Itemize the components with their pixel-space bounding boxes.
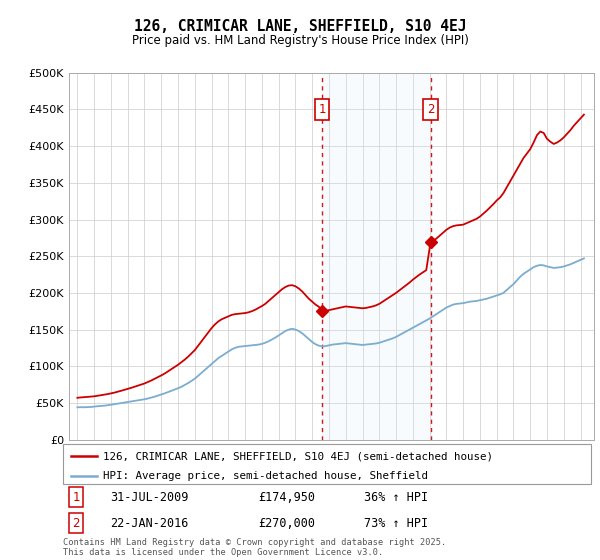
Text: 126, CRIMICAR LANE, SHEFFIELD, S10 4EJ (semi-detached house): 126, CRIMICAR LANE, SHEFFIELD, S10 4EJ (… [103,451,493,461]
Text: 1: 1 [318,103,326,116]
Text: 31-JUL-2009: 31-JUL-2009 [110,491,189,504]
Text: Price paid vs. HM Land Registry's House Price Index (HPI): Price paid vs. HM Land Registry's House … [131,34,469,47]
FancyBboxPatch shape [63,444,591,484]
Text: 36% ↑ HPI: 36% ↑ HPI [364,491,428,504]
Text: 1: 1 [73,491,80,504]
Text: HPI: Average price, semi-detached house, Sheffield: HPI: Average price, semi-detached house,… [103,470,428,480]
Text: Contains HM Land Registry data © Crown copyright and database right 2025.
This d: Contains HM Land Registry data © Crown c… [63,538,446,557]
Text: 73% ↑ HPI: 73% ↑ HPI [364,516,428,530]
Text: 22-JAN-2016: 22-JAN-2016 [110,516,189,530]
Text: 126, CRIMICAR LANE, SHEFFIELD, S10 4EJ: 126, CRIMICAR LANE, SHEFFIELD, S10 4EJ [134,19,466,34]
Text: 2: 2 [73,516,80,530]
Text: £270,000: £270,000 [259,516,316,530]
Text: 2: 2 [427,103,434,116]
Bar [322,73,431,440]
Text: £174,950: £174,950 [259,491,316,504]
